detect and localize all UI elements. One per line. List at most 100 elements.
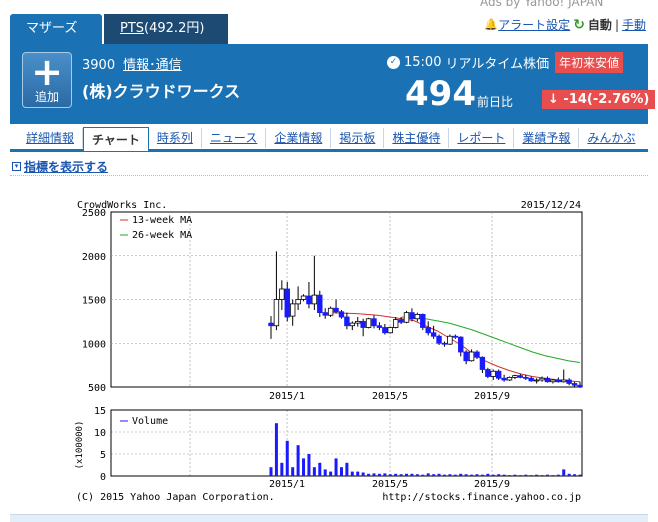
volume-bar	[421, 474, 425, 476]
nav-board[interactable]: 掲示板	[331, 127, 385, 148]
price-time: 15:00	[404, 55, 442, 70]
nav-report[interactable]: レポート	[449, 127, 515, 148]
chart-date: 2015/12/24	[521, 200, 581, 211]
volume-bar	[291, 467, 295, 476]
candle	[420, 313, 426, 328]
volume-bar	[551, 475, 555, 476]
candle	[512, 375, 518, 378]
industry-link[interactable]: 情報･通信	[123, 58, 182, 73]
candle	[300, 295, 307, 300]
volume-bar	[573, 474, 577, 476]
add-label: 追加	[34, 90, 59, 104]
footer-bar	[10, 514, 648, 522]
volume-bar	[578, 474, 582, 476]
candle	[544, 377, 551, 383]
volume-tick-label: 10	[94, 428, 106, 439]
volume-bar	[383, 473, 387, 476]
candle	[333, 307, 339, 313]
candle	[327, 307, 334, 316]
volume-bar	[453, 474, 457, 476]
chart-source: http://stocks.finance.yahoo.co.jp	[382, 492, 581, 503]
current-price: 494	[405, 74, 476, 114]
x-tick-label: 2015/5	[372, 391, 408, 402]
y-tick-label: 1000	[82, 339, 106, 350]
candle	[273, 299, 280, 327]
candle	[430, 332, 437, 337]
candle	[452, 335, 459, 338]
show-indicators-toggle[interactable]: ▾ 指標を表示する	[12, 158, 108, 175]
candle	[550, 379, 556, 383]
ma26-line	[401, 316, 581, 363]
volume-label: Volume	[132, 416, 168, 427]
tab-pts[interactable]: PTS(492.2円)	[104, 14, 228, 44]
candle	[289, 303, 296, 317]
tab-mothers[interactable]: マザーズ	[10, 14, 102, 44]
legend-ma26-label: 26-week MA	[132, 230, 192, 241]
tab-pts-label: PTS	[120, 21, 145, 36]
nav-history[interactable]: 時系列	[149, 127, 202, 148]
ads-label: Ads by Yahoo! JAPAN	[480, 0, 604, 9]
candle	[555, 379, 562, 383]
nav-benefits[interactable]: 株主優待	[384, 127, 450, 148]
volume-x-tick-label: 2015/1	[269, 479, 305, 490]
candle	[382, 327, 388, 334]
candle	[398, 319, 404, 323]
market-tabs: マザーズ PTS(492.2円)	[10, 14, 228, 44]
volume-bar	[567, 473, 571, 476]
candle	[306, 295, 312, 305]
auto-refresh-label[interactable]: 自動	[587, 18, 612, 32]
volume-x-tick-label: 2015/5	[372, 479, 408, 490]
volume-tick-label: 15	[94, 406, 106, 417]
manual-refresh-link[interactable]: 手動	[621, 18, 646, 32]
nav-chart[interactable]: チャート	[83, 126, 149, 151]
show-indicators-label: 指標を表示する	[24, 160, 109, 174]
candle	[365, 318, 372, 328]
candle	[468, 351, 475, 362]
candle	[284, 288, 290, 318]
price-change-value: -14(-2.76%)	[563, 92, 650, 107]
volume-bar	[491, 474, 495, 476]
candle	[447, 335, 453, 345]
nav-company[interactable]: 企業情報	[266, 127, 332, 148]
candle	[523, 376, 529, 379]
price-change: ↓ -14(-2.76%)	[542, 90, 656, 109]
volume-bar	[448, 474, 452, 476]
candle	[539, 377, 545, 381]
candle	[528, 377, 534, 382]
volume-plot-frame	[110, 409, 583, 477]
volume-bar	[361, 472, 365, 476]
volume-bar	[302, 458, 306, 476]
volume-bar	[464, 474, 468, 476]
time-line: ✓ 15:00 リアルタイム株価 年初来安値	[387, 52, 624, 73]
volume-bar	[556, 474, 560, 476]
volume-bar	[274, 423, 278, 476]
candle	[344, 316, 350, 327]
add-portfolio-button[interactable]: + 追加	[22, 52, 72, 108]
volume-bar	[415, 474, 419, 476]
volume-bar	[307, 454, 311, 476]
volume-bar	[334, 458, 338, 476]
candle	[311, 294, 318, 305]
volume-bar	[410, 473, 414, 476]
volume-bar	[399, 474, 403, 476]
volume-bar	[524, 474, 528, 476]
chart-title: CrowdWorks Inc.	[77, 200, 167, 211]
candle	[501, 377, 507, 381]
chart-copyright: (C) 2015 Yahoo Japan Corporation.	[76, 492, 275, 503]
refresh-icon[interactable]: ↻	[573, 16, 585, 33]
nav-minkabu[interactable]: みんかぶ	[587, 130, 636, 145]
candle	[322, 312, 328, 316]
nav-forecast[interactable]: 業績予報	[514, 127, 580, 148]
candle	[485, 369, 491, 377]
candle	[566, 379, 572, 384]
candle	[436, 335, 442, 344]
top-right-controls: 🔔 アラート設定 ↻ 自動 | 手動	[484, 16, 646, 33]
volume-bar	[518, 475, 522, 476]
nav-details[interactable]: 詳細情報	[10, 127, 84, 148]
nav-news[interactable]: ニュース	[202, 127, 267, 148]
volume-bar	[562, 469, 566, 476]
alert-settings-link[interactable]: アラート設定	[498, 18, 571, 32]
candle	[561, 379, 567, 383]
check-icon: ✓	[387, 56, 400, 69]
y-tick-label: 500	[88, 383, 106, 394]
